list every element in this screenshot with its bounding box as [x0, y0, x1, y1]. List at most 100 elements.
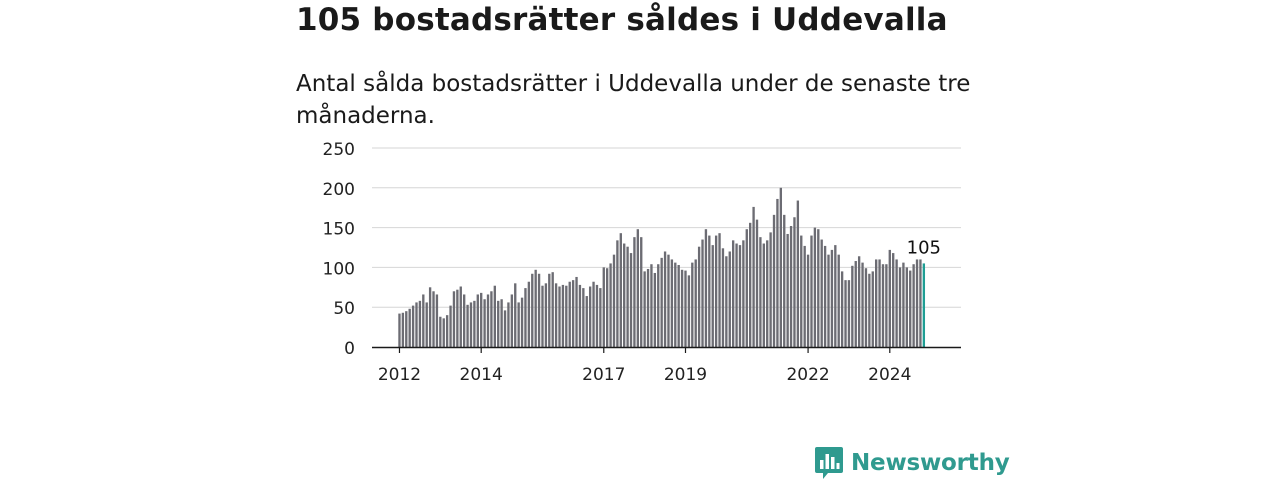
- bar: [725, 256, 728, 347]
- bar: [612, 254, 616, 347]
- bar: [456, 289, 459, 347]
- bar: [633, 237, 636, 347]
- bar: [766, 240, 769, 347]
- bar: [517, 302, 520, 347]
- bar: [493, 285, 496, 347]
- bar: [721, 248, 725, 347]
- bar: [602, 267, 605, 347]
- bar: [704, 229, 708, 347]
- bar: [561, 284, 565, 347]
- bar: [619, 233, 622, 347]
- y-tick-label: 100: [323, 259, 355, 279]
- bar: [629, 253, 633, 347]
- x-tick-label: 2012: [378, 365, 421, 385]
- bar: [667, 254, 670, 347]
- bar: [749, 222, 752, 347]
- bars: [398, 187, 926, 347]
- bar: [905, 267, 908, 347]
- bar: [442, 318, 445, 347]
- bar: [640, 237, 643, 347]
- bar: [796, 200, 800, 347]
- bar: [697, 246, 701, 347]
- bar: [687, 275, 691, 347]
- bar: [875, 259, 878, 347]
- bar: [857, 256, 861, 347]
- bar: [541, 285, 544, 347]
- bar: [823, 245, 827, 347]
- labels: 0 50 100 150 200 250 2012 2014 2017 2019 2022 2024 1…: [323, 140, 941, 385]
- y-tick-label: 150: [323, 220, 355, 240]
- bar: [428, 287, 432, 347]
- bar: [531, 273, 534, 347]
- bar: [663, 251, 667, 347]
- bar: [463, 294, 466, 347]
- bar: [439, 316, 442, 347]
- bar: [425, 302, 428, 347]
- bar: [864, 268, 868, 347]
- bar: [571, 280, 575, 347]
- bar-highlight: [922, 263, 926, 347]
- bar: [537, 273, 541, 347]
- bar: [915, 259, 919, 347]
- bar: [714, 235, 718, 347]
- bar: [786, 233, 789, 347]
- bar: [861, 262, 864, 347]
- bar: [452, 291, 456, 347]
- bar: [759, 237, 762, 347]
- bar: [497, 300, 500, 347]
- bar: [408, 308, 411, 347]
- bar: [691, 262, 694, 347]
- y-tick-label: 200: [323, 180, 355, 200]
- x-tick-label: 2019: [664, 365, 707, 385]
- bar: [742, 240, 745, 347]
- bar: [585, 296, 588, 347]
- bar: [851, 265, 854, 347]
- bar: [657, 264, 660, 347]
- bar: [551, 272, 554, 347]
- y-tick-label: 0: [344, 339, 355, 359]
- bar: [680, 269, 684, 347]
- bar: [606, 268, 609, 347]
- bar: [840, 271, 844, 347]
- bar: [411, 305, 415, 347]
- bar: [558, 286, 561, 347]
- bar: [820, 239, 823, 347]
- bar: [912, 264, 915, 347]
- bar: [575, 276, 578, 347]
- bar: [902, 262, 905, 347]
- bar: [837, 254, 840, 347]
- bar: [650, 264, 653, 347]
- bar: [520, 297, 524, 347]
- bar: [909, 270, 912, 347]
- bar: [398, 313, 401, 347]
- bar: [776, 198, 779, 347]
- x-tick-label: 2022: [786, 365, 829, 385]
- bar: [834, 245, 837, 347]
- bar: [582, 288, 585, 347]
- bar: [888, 249, 891, 347]
- bar: [738, 245, 742, 347]
- bar: [486, 294, 490, 347]
- bar: [599, 288, 602, 347]
- bar: [892, 253, 895, 347]
- bar: [524, 288, 527, 347]
- bar: [806, 254, 810, 347]
- page-subtitle: Antal sålda bostadsrätter i Uddevalla un…: [296, 71, 971, 129]
- bar: [769, 232, 772, 347]
- y-tick-label: 250: [323, 140, 355, 160]
- bar: [711, 245, 714, 347]
- bar: [554, 283, 558, 347]
- bar: [578, 284, 582, 347]
- bar: [813, 227, 817, 347]
- bar: [745, 229, 748, 347]
- bar: [405, 311, 408, 347]
- bar: [660, 257, 663, 347]
- bar: [653, 272, 657, 347]
- x-tick-label: 2014: [460, 365, 503, 385]
- bar: [510, 294, 514, 347]
- bar: [752, 206, 755, 347]
- bar: [694, 259, 697, 347]
- bar: [670, 259, 674, 347]
- brand-name: Newsworthy: [851, 450, 1010, 476]
- bar: [500, 299, 503, 347]
